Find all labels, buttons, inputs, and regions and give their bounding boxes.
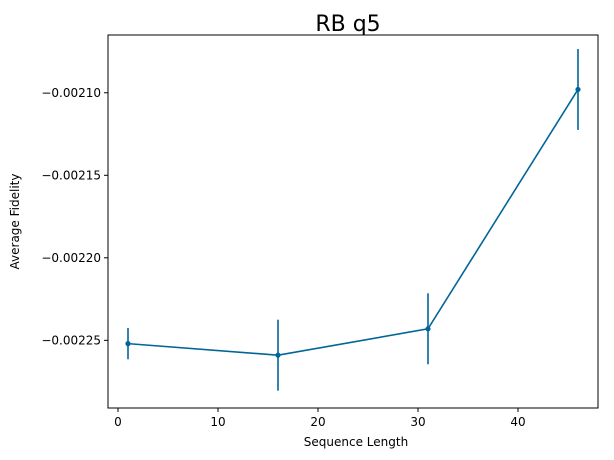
chart-title: RB q5 [315,12,380,37]
x-axis: 0 10 20 30 40 [114,408,526,429]
y-axis-label: Average Fidelity [8,174,22,270]
y-tick-label: −0.00220 [41,251,101,265]
data-point [425,326,431,332]
x-tick-label: 0 [114,415,122,429]
x-tick-label: 40 [510,415,525,429]
x-axis-label: Sequence Length [304,435,408,449]
x-tick-label: 20 [310,415,325,429]
series-layer [125,49,581,391]
y-tick-label: −0.00225 [41,333,101,347]
data-point [275,352,281,358]
x-tick-label: 10 [210,415,225,429]
y-tick-label: −0.00210 [41,86,101,100]
x-tick-label: 30 [410,415,425,429]
plot-area: 0 10 20 30 40 −0.00225−0.00220−0.00215−0.002… [41,34,599,429]
data-point [125,341,131,347]
y-tick-label: −0.00215 [41,168,101,182]
series-line [127,89,579,356]
data-point [575,86,581,93]
y-axis: −0.00225 −0.00220 −0.00215 −0.00210 [41,86,108,347]
plot-frame [107,34,599,409]
